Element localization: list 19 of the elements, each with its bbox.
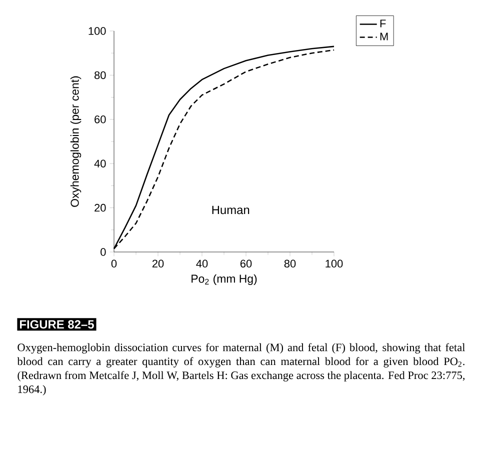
x-tick-label: 80 [284,260,296,268]
y-tick-label: 20 [94,204,106,212]
legend-label: M [380,32,388,40]
caption: FIGURE 82–5 [20,320,94,329]
y-tick-label: 0 [100,248,106,256]
y-tick-label: 100 [88,27,106,35]
y-tick-label: 60 [94,116,106,124]
x-tick-label: 0 [111,260,117,268]
x-tick-label: 40 [196,260,208,268]
y-tick-label: 40 [94,160,106,168]
legend-label: F [380,20,386,28]
x-tick-label: 100 [326,260,343,268]
x-axis-title: Po$_{2}$ (mm Hg) [192,274,257,286]
y-axis-title: Oxyhemoglobin (per cent) [70,76,82,207]
text: Oxygen-hemoglobin dissociation curves for maternal (M) and fetal (F) blood, showing that fetal blood can carry a greater quantity of oxygen than can maternal blood for a given blood PO$_{2}$. (Redrawn from Metcalfe J, Moll W, Bartels H: Gas exchange across the placenta. Fed Proc 23:775, 1964.) [17,343,466,396]
y-tick-label: 80 [94,71,106,80]
x-tick-label: 20 [152,260,164,268]
annotation: Human [212,206,250,214]
x-tick-label: 60 [240,260,252,268]
